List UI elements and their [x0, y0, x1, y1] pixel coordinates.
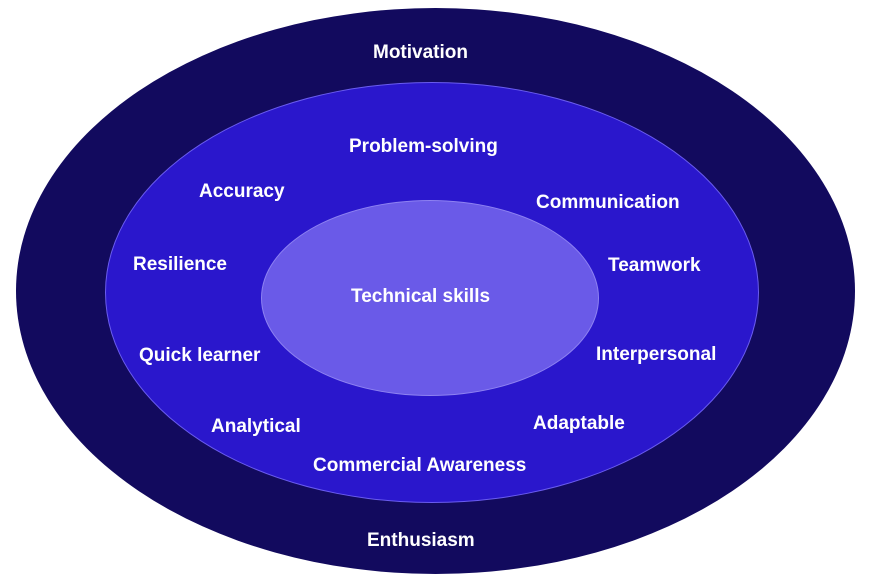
- label-teamwork: Teamwork: [608, 255, 701, 276]
- label-quick-learner: Quick learner: [139, 345, 261, 366]
- label-interpersonal: Interpersonal: [596, 344, 717, 365]
- label-analytical: Analytical: [211, 416, 301, 437]
- label-adaptable: Adaptable: [533, 413, 625, 434]
- label-accuracy: Accuracy: [199, 181, 285, 202]
- label-technical-skills: Technical skills: [351, 286, 491, 307]
- inner-core-technical-skills: [261, 200, 599, 396]
- label-enthusiasm: Enthusiasm: [367, 530, 475, 551]
- label-problem-solving: Problem-solving: [349, 136, 498, 157]
- label-motivation: Motivation: [373, 42, 468, 63]
- label-communication: Communication: [536, 192, 680, 213]
- label-resilience: Resilience: [133, 254, 227, 275]
- label-commercial-awareness: Commercial Awareness: [313, 455, 527, 476]
